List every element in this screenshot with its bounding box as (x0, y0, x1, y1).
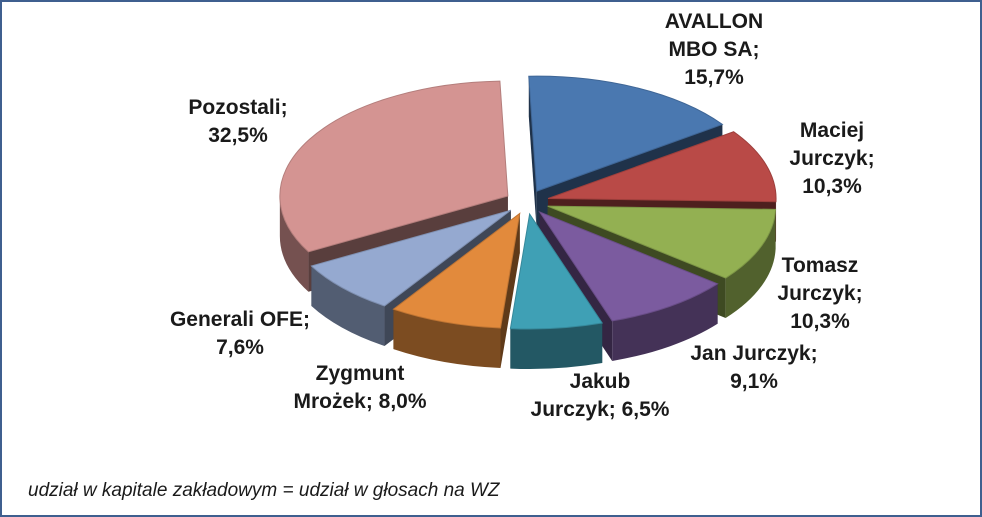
slice-label-line: AVALLON (665, 10, 763, 33)
slice-outer-wall (510, 323, 603, 370)
slice-top (310, 209, 512, 307)
slice-label: Jakub Jurczyk; 6,5% (531, 370, 670, 421)
slice-outer-wall (612, 283, 718, 361)
slice-label-line: Jurczyk; (789, 147, 874, 170)
slice-label-line: MBO SA; (669, 38, 760, 61)
slice-outer-wall (311, 265, 385, 346)
slice-label-line: 10,3% (802, 175, 862, 198)
slice-label-line: Tomasz (782, 254, 859, 277)
slice-outer-wall (725, 209, 776, 319)
slice-top (279, 80, 509, 253)
slice-label: AVALLON MBO SA; 15,7% (665, 10, 763, 89)
slice-label: Generali OFE; 7,6% (170, 308, 310, 359)
slice-label-line: Jakub (570, 370, 631, 393)
slice-label-line: Maciej (800, 119, 864, 142)
slice-labels: AVALLON MBO SA; 15,7%Maciej Jurczyk; 10,3%To… (170, 10, 875, 421)
slice-label-line: Jan Jurczyk; (690, 342, 817, 365)
pie-slices (279, 75, 777, 370)
slice-top (509, 212, 604, 330)
slice-label-line: 10,3% (790, 310, 850, 333)
slice-top (547, 131, 777, 203)
slice-label-line: 9,1% (730, 370, 778, 393)
slice-outer-wall (393, 309, 501, 369)
slice-label: Maciej Jurczyk; 10,3% (789, 119, 874, 198)
slice-label: Pozostali; 32,5% (188, 96, 287, 147)
chart-note: udział w kapitale zakładowym = udział w … (28, 480, 500, 501)
pie-slice (509, 212, 604, 370)
slice-top (392, 212, 521, 329)
slice-label: Jan Jurczyk; 9,1% (690, 342, 817, 393)
slice-label-line: Jurczyk; (777, 282, 862, 305)
slice-label-line: Zygmunt (316, 362, 405, 385)
slice-top (547, 205, 777, 279)
slice-label-line: Generali OFE; (170, 308, 310, 331)
slice-top (528, 75, 724, 192)
slice-side-wall (528, 76, 537, 232)
pie-slice (392, 212, 521, 369)
slice-label: Zygmunt Mrożek; 8,0% (293, 362, 426, 413)
slice-label-line: Pozostali; (188, 96, 287, 119)
slice-label-line: Mrożek; 8,0% (293, 390, 426, 413)
slice-label-line: 7,6% (216, 336, 264, 359)
slice-label: Tomasz Jurczyk; 10,3% (777, 254, 862, 333)
slice-outer-wall (279, 196, 309, 292)
slice-label-line: Jurczyk; 6,5% (531, 398, 670, 421)
slice-label-line: 15,7% (684, 66, 744, 89)
slice-top (538, 210, 719, 322)
slice-label-line: 32,5% (208, 124, 268, 147)
